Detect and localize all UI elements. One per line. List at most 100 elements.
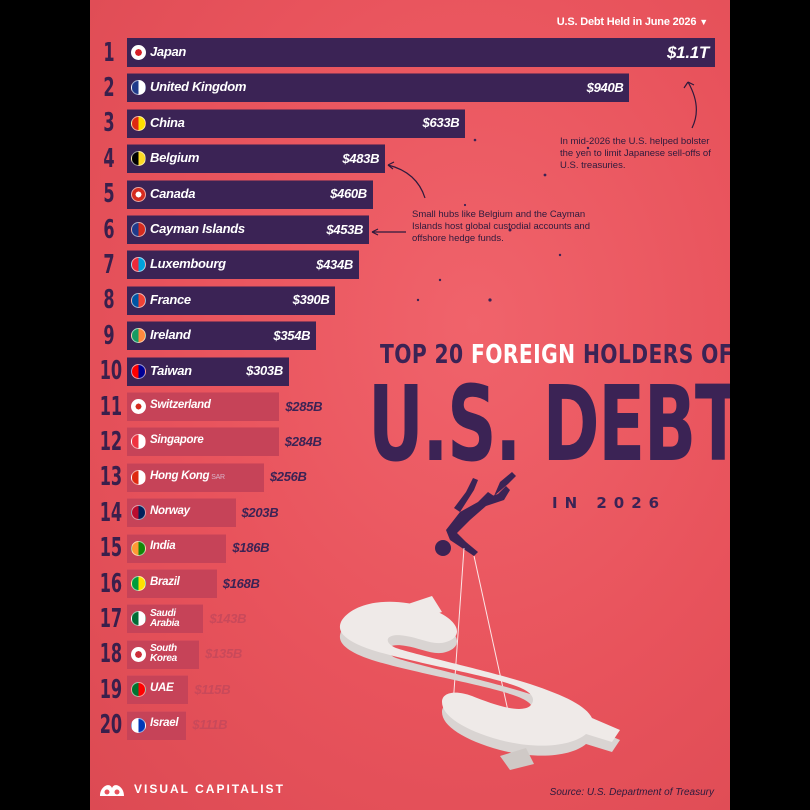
cayman-arrow-head	[371, 228, 379, 236]
infographic-poster: U.S. Debt Held in June 2026 ▼ 1 Japan $1.1T…	[90, 0, 730, 810]
rank-number: 6	[103, 214, 115, 245]
dropdown-triangle-icon: ▼	[699, 17, 708, 27]
norway-flag-icon	[131, 505, 146, 521]
rank-number: 14	[99, 497, 123, 528]
title-line-1: TOP 20 FOREIGN HOLDERS OF	[380, 340, 730, 370]
luxembourg-flag-icon	[131, 257, 146, 273]
rank-number: 7	[103, 249, 115, 280]
country-label: Switzerland	[150, 399, 211, 412]
country-label: Saudi Arabia	[150, 607, 180, 629]
country-label-line: United Kingdom	[150, 79, 247, 95]
country-label: United Kingdom	[150, 80, 246, 93]
brazil-flag-icon	[131, 576, 146, 591]
rank-number: 16	[99, 568, 123, 599]
japan-arrow-head	[683, 81, 695, 89]
country-label-line: Singapore	[150, 434, 204, 447]
rank-number: 18	[99, 639, 123, 670]
country-label: Canada	[150, 187, 195, 200]
value-label: $434B	[316, 256, 353, 272]
singapore-flag-icon	[131, 434, 146, 450]
country-label-line: Korea	[150, 653, 177, 665]
rank-number: 9	[103, 320, 115, 351]
ireland-flag-icon	[131, 328, 146, 344]
country-label-line: Japan	[150, 44, 187, 59]
dollar-sign-icon	[339, 596, 620, 770]
country-label: Belgium	[150, 151, 199, 164]
country-label: China	[150, 116, 185, 129]
country-label: Japan	[150, 45, 186, 58]
country-label-line: Norway	[150, 504, 190, 517]
belgium-arrow	[387, 164, 426, 199]
japan-annotation: In mid-2026 the U.S. helped bolster the …	[560, 136, 711, 171]
value-label: $284B	[284, 433, 322, 449]
switzerland-flag-icon	[131, 399, 146, 414]
value-label: $168B	[222, 575, 260, 591]
bar-singapore	[127, 427, 279, 457]
india-flag-icon	[131, 540, 146, 556]
brand-name: VISUAL CAPITALIST	[134, 782, 285, 796]
value-label: $1.1T	[667, 42, 709, 62]
brand-logo: VISUAL CAPITALIST	[98, 780, 285, 798]
value-label: $453B	[326, 221, 364, 237]
rank-number: 3	[103, 108, 115, 139]
uae-flag-icon	[131, 682, 146, 698]
china-flag-icon	[131, 115, 146, 131]
value-label: $483B	[342, 150, 380, 166]
country-label-line: India	[150, 540, 176, 553]
falling-person-icon	[435, 472, 516, 556]
value-label: $460B	[330, 186, 367, 202]
hubs-annotation: Small hubs like Belgium and the Cayman I…	[412, 209, 590, 244]
bar-cayman-islands	[127, 215, 370, 244]
bar-ireland	[127, 321, 317, 351]
value-label: $135B	[205, 646, 242, 662]
header-label-text: U.S. Debt Held in June 2026	[556, 16, 697, 28]
parachute-strings	[451, 547, 511, 721]
country-label: South Korea	[150, 644, 177, 664]
bar-france	[127, 285, 336, 315]
bar-united-kingdom	[127, 73, 630, 103]
country-label-line: Belgium	[150, 150, 200, 166]
value-label: $115B	[194, 681, 231, 697]
country-label: Israel	[150, 717, 179, 730]
annotation-arrows	[371, 81, 697, 302]
value-label: $633B	[422, 115, 460, 131]
decorative-sparkles	[416, 138, 590, 302]
country-label-line: UAE	[150, 681, 174, 694]
belgium-flag-icon	[131, 151, 146, 167]
country-label-line: Israel	[150, 717, 179, 730]
value-label: $256B	[269, 469, 307, 485]
country-label-line: Cayman Islands	[150, 221, 245, 236]
bar-china	[127, 108, 466, 138]
header-label[interactable]: U.S. Debt Held in June 2026 ▼	[557, 16, 708, 28]
country-label-line: Canada	[150, 185, 196, 201]
rank-number: 10	[99, 356, 123, 387]
country-label-line: Saudi	[150, 607, 176, 619]
rank-number: 17	[99, 603, 123, 634]
belgium-arrow-head	[387, 161, 395, 170]
south-korea-flag-icon	[131, 646, 146, 662]
rank-number: 1	[103, 37, 115, 68]
value-label: $203B	[241, 504, 279, 520]
bar-hong-kong	[127, 462, 264, 492]
hong-kong-flag-icon	[131, 469, 146, 485]
country-label: Norway	[150, 504, 190, 518]
country-label-line: Hong Kong	[150, 469, 210, 482]
value-label: $111B	[192, 717, 228, 733]
rank-number: 5	[103, 179, 115, 210]
country-label: Singapore	[150, 434, 204, 447]
country-label-line: Luxembourg	[150, 256, 226, 272]
falling-figure-illustration	[339, 472, 620, 770]
bar-taiwan	[127, 356, 289, 386]
visual-capitalist-logo-icon	[100, 785, 124, 796]
bar-luxembourg	[127, 250, 359, 280]
value-label: $285B	[285, 398, 323, 414]
country-label: Taiwan	[150, 364, 192, 377]
sar-suffix: SAR	[211, 473, 225, 481]
country-label-line: South	[150, 643, 177, 655]
rank-number: 19	[99, 674, 123, 705]
bar-canada	[127, 179, 373, 209]
rank-number: 2	[103, 72, 115, 103]
country-label: UAE	[150, 681, 174, 695]
value-label: $940B	[586, 79, 624, 95]
country-label: Brazil	[150, 576, 180, 589]
